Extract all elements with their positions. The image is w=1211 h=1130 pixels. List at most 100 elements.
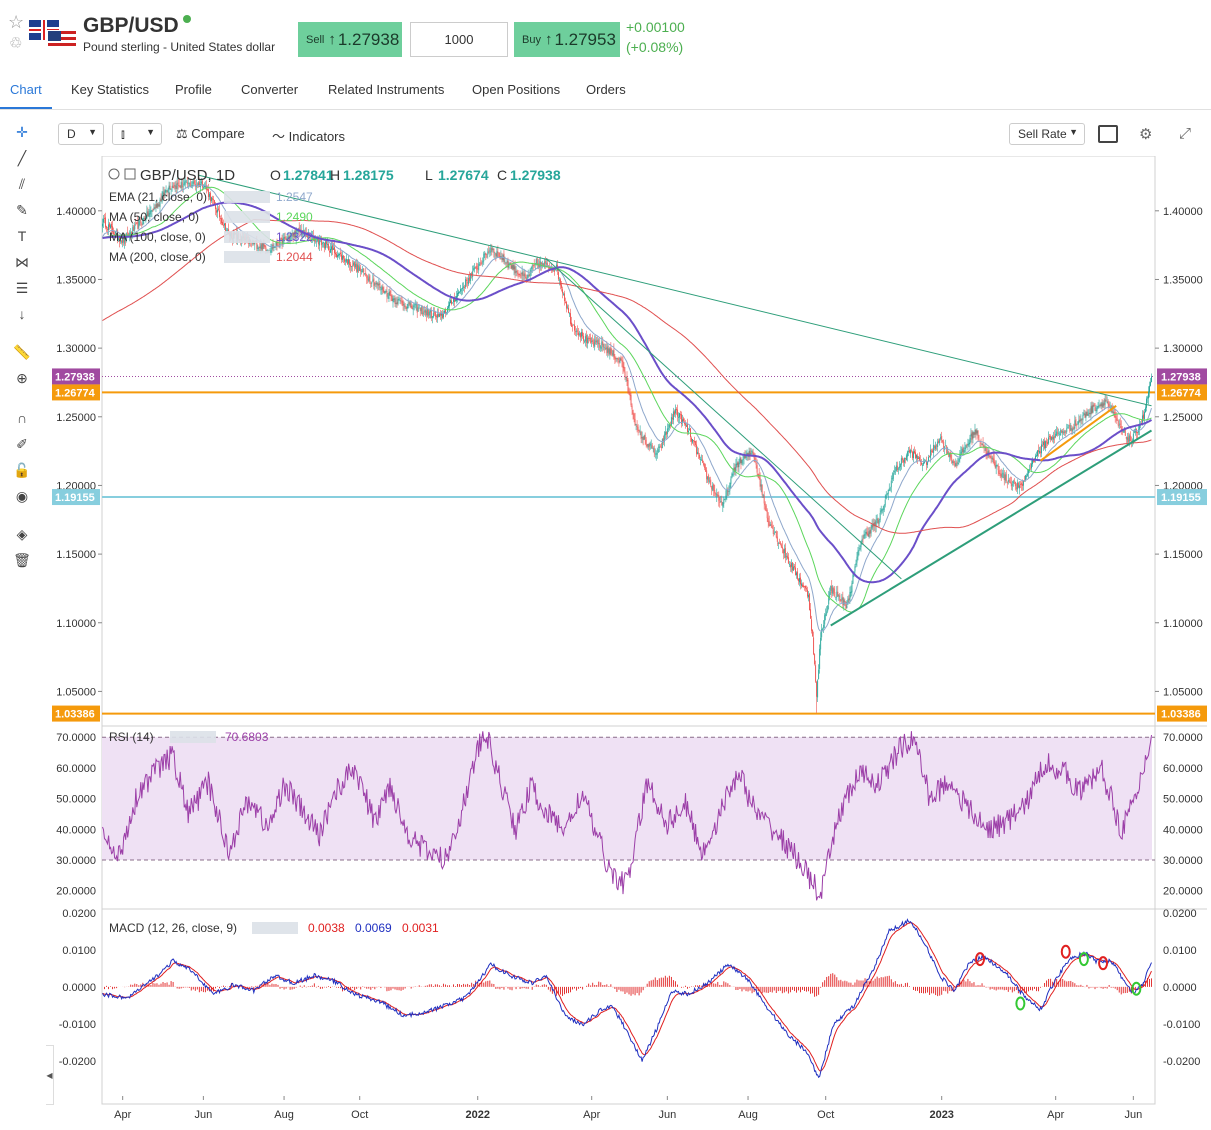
candle-body [793, 566, 795, 568]
favorite-star-icon[interactable]: ☆ [8, 12, 25, 32]
prediction-tool-icon[interactable]: ☰ [15, 280, 29, 296]
candle-body [1149, 385, 1150, 392]
candle-body [181, 182, 183, 188]
candle-body [133, 225, 135, 231]
arrow-down-icon[interactable]: ↓ [18, 306, 26, 322]
candle-body [886, 494, 888, 496]
tab-orders[interactable]: Orders [586, 82, 626, 97]
candle-body [507, 260, 509, 268]
ma-50-line [102, 186, 1152, 613]
buy-button[interactable]: Buy ↑ 1.27953 [514, 22, 620, 57]
candle-body [200, 181, 202, 184]
trendline-long-down [198, 174, 1152, 407]
candle-body [527, 274, 529, 278]
interval-select[interactable]: D ▼ [58, 123, 104, 145]
candle-body [754, 457, 756, 462]
candle-body [1050, 436, 1052, 440]
candle-body [578, 332, 580, 336]
candle-body [414, 304, 416, 306]
rsi-axis-label: 20.0000 [1163, 886, 1203, 898]
candle-body [154, 207, 156, 209]
crosshair-icon[interactable]: ✛ [16, 124, 28, 140]
quantity-input[interactable] [410, 22, 508, 57]
candle-body [283, 237, 285, 240]
pattern-tool-icon[interactable]: ⋈ [15, 254, 29, 270]
settings-gear-icon[interactable]: ⚙ [1139, 126, 1153, 143]
candle-body [406, 307, 408, 310]
candle-body [493, 248, 495, 253]
candle-body [560, 284, 562, 288]
candle-body [215, 204, 216, 210]
tab-chart[interactable]: Chart [10, 82, 42, 97]
candle-body [748, 450, 750, 458]
candle-body [913, 451, 914, 459]
layers-icon[interactable]: ◈ [16, 526, 28, 542]
candle-body [396, 302, 398, 305]
candle-body [871, 524, 873, 529]
candle-body [294, 231, 296, 238]
candle-body [218, 208, 219, 210]
candle-body [627, 379, 629, 392]
candle-body [635, 424, 637, 425]
indicator-value: 1.2322 [276, 230, 313, 244]
ohlc-value: 1.27841 [283, 167, 334, 183]
candle-body [418, 307, 420, 309]
fullscreen-icon[interactable]: ⤢ [1179, 125, 1192, 142]
text-tool-icon[interactable]: T [17, 228, 27, 244]
candle-body [191, 184, 193, 186]
stay-in-drawing-icon[interactable]: ✐ [16, 436, 28, 452]
candle-body [978, 439, 980, 441]
candle-body [773, 533, 775, 534]
candle-body [512, 264, 514, 271]
zoom-in-icon[interactable]: ⊕ [16, 370, 28, 386]
candle-body [426, 309, 428, 316]
lock-icon[interactable]: 🔓 [13, 462, 31, 478]
tab-open-positions[interactable]: Open Positions [472, 82, 561, 97]
tab-converter[interactable]: Converter [241, 82, 299, 97]
fib-tools-icon[interactable]: ⫽ [18, 176, 26, 192]
snapshot-icon[interactable] [1098, 125, 1118, 143]
candle-body [129, 232, 131, 236]
candle-body [884, 499, 886, 506]
tab-key-statistics[interactable]: Key Statistics [71, 82, 150, 97]
candle-body [1085, 412, 1087, 418]
candle-body [643, 435, 645, 440]
tab-related-instruments[interactable]: Related Instruments [328, 82, 445, 97]
ruler-icon[interactable]: 📏 [13, 344, 31, 360]
indicator-label: EMA (21, close, 0) [109, 190, 207, 204]
macd-controls-icon [252, 922, 298, 934]
price-chart[interactable]: 1.40000 1.40000 1.35000 1.35000 1.30000 1.300… [52, 156, 1207, 1128]
compare-button[interactable]: ⚖ Compare [176, 126, 245, 142]
candle-body [973, 432, 975, 435]
candle-body [1061, 430, 1063, 433]
candle-body [1047, 442, 1049, 445]
candle-body [285, 238, 287, 240]
candle-body [1071, 428, 1073, 431]
trend-line-icon[interactable]: ╱ [17, 150, 27, 166]
indicators-button[interactable]: 〜 Indicators [272, 126, 345, 145]
candle-body [769, 524, 771, 526]
candle-body [484, 253, 486, 255]
magnet-icon[interactable]: ∩ [16, 410, 28, 426]
candle-body [366, 276, 368, 279]
chart-type-select[interactable]: ⫾ ▼ [112, 123, 162, 145]
collapse-toolbar-handle[interactable]: ◀ [46, 1045, 54, 1105]
candle-body [343, 255, 345, 259]
candle-body [1106, 402, 1108, 403]
trash-icon[interactable]: 🗑 [13, 552, 31, 568]
candle-body [1074, 420, 1076, 429]
candle-body [258, 246, 260, 248]
candle-body [680, 414, 681, 416]
alert-bell-icon[interactable]: ♲ [9, 35, 23, 52]
tab-profile[interactable]: Profile [175, 82, 212, 97]
candle-body [576, 330, 578, 332]
candle-body [781, 546, 783, 549]
candle-body [422, 312, 424, 315]
candle-body [931, 450, 933, 452]
eye-icon[interactable]: ◉ [15, 488, 29, 504]
brush-icon[interactable]: ✎ [16, 202, 28, 218]
rate-type-select[interactable]: Sell Rate ▼ [1009, 123, 1085, 145]
sell-button[interactable]: Sell ↑ 1.27938 [298, 22, 402, 57]
candle-body [362, 268, 364, 273]
candle-body [118, 238, 120, 240]
